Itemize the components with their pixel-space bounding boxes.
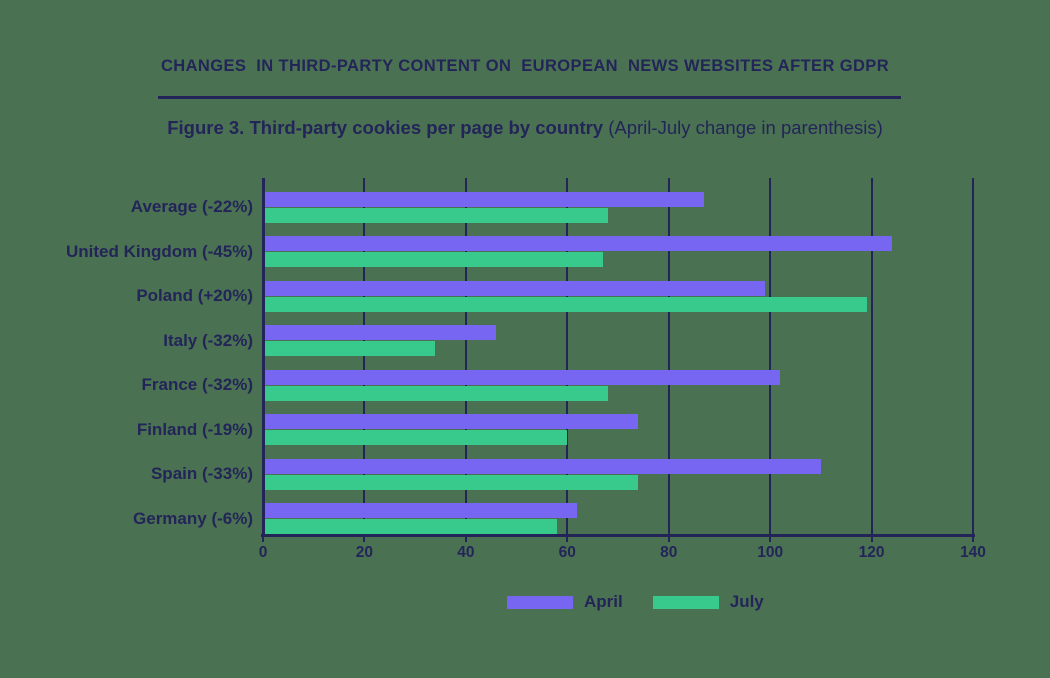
category-label: Finland (-19%) xyxy=(0,401,263,446)
gridline-100 xyxy=(769,178,772,534)
tick-60 xyxy=(566,537,569,542)
bar-july-finland-19 xyxy=(263,430,568,445)
category-label-text: Finland (-19%) xyxy=(136,419,253,439)
bar-april-italy-32 xyxy=(263,325,497,340)
page-title: CHANGES IN THIRD-PARTY CONTENT ON EUROPE… xyxy=(160,57,890,75)
figure-caption-bold: Figure 3. Third-party cookies per page b… xyxy=(167,117,604,138)
bar-group xyxy=(263,401,973,445)
x-tick-label-80: 80 xyxy=(660,544,678,561)
x-axis-line xyxy=(261,534,975,537)
chart-row-spain-33: Spain (-33%) xyxy=(0,445,973,490)
bar-chart: Average (-22%) United Kingdom (-45%) Polan… xyxy=(66,178,986,561)
bar-july-italy-32 xyxy=(263,341,436,356)
bar-july-poland-20 xyxy=(263,296,867,312)
chart-row-poland-20: Poland (+20%) xyxy=(0,267,973,312)
chart-legend: April July xyxy=(507,592,794,612)
category-label: Italy (-32%) xyxy=(0,312,263,357)
bar-group xyxy=(263,445,973,490)
bar-group xyxy=(263,178,973,223)
bar-group xyxy=(263,223,973,267)
x-tick-label-40: 40 xyxy=(457,544,475,561)
category-label: Spain (-33%) xyxy=(0,445,263,490)
bar-april-germany-6 xyxy=(263,503,578,518)
x-tick-label-120: 120 xyxy=(858,544,885,561)
tick-0 xyxy=(262,537,264,542)
tick-80 xyxy=(667,537,670,542)
x-tick-label-0: 0 xyxy=(258,544,268,561)
category-label-text: United Kingdom (-45%) xyxy=(66,241,253,261)
bar-group xyxy=(263,356,973,401)
bar-april-united-kingdom-45 xyxy=(263,236,892,251)
bar-group xyxy=(263,312,973,356)
gridline-140 xyxy=(972,178,974,534)
tick-120 xyxy=(870,537,873,542)
bar-july-average-22 xyxy=(263,207,608,223)
category-label: Poland (+20%) xyxy=(0,267,263,312)
legend-swatch-april xyxy=(507,595,573,609)
bar-july-united-kingdom-45 xyxy=(263,252,603,267)
chart-rows: Average (-22%) United Kingdom (-45%) Polan… xyxy=(0,178,973,534)
chart-row-france-32: France (-32%) xyxy=(0,356,973,401)
category-label: Germany (-6%) xyxy=(0,490,263,535)
x-tick-label-100: 100 xyxy=(757,544,784,561)
bar-july-spain-33 xyxy=(263,474,639,490)
tick-100 xyxy=(769,537,772,542)
figure-caption: Figure 3. Third-party cookies per page b… xyxy=(0,117,1050,139)
bar-group xyxy=(263,490,973,534)
category-label-text: Average (-22%) xyxy=(130,197,253,216)
x-tick-label-60: 60 xyxy=(558,544,576,561)
bar-july-france-32 xyxy=(263,385,608,401)
legend-label-april: April xyxy=(584,592,623,611)
bar-april-finland-19 xyxy=(263,414,639,429)
bar-april-poland-20 xyxy=(263,280,766,296)
tick-20 xyxy=(363,537,366,542)
bar-group xyxy=(263,267,973,312)
gridline-40 xyxy=(464,178,467,534)
category-label: Average (-22%) xyxy=(0,178,263,223)
figure-caption-note: (April-July change in parenthesis) xyxy=(603,117,883,138)
tick-40 xyxy=(464,537,467,542)
tick-140 xyxy=(972,537,974,542)
gridline-60 xyxy=(566,178,569,534)
bar-april-france-32 xyxy=(263,369,781,385)
category-label: France (-32%) xyxy=(0,356,263,401)
category-label-text: France (-32%) xyxy=(141,375,253,394)
chart-row-united-kingdom-45: United Kingdom (-45%) xyxy=(0,223,973,268)
legend-swatch-july xyxy=(652,595,719,609)
category-label-text: Poland (+20%) xyxy=(136,286,253,305)
gridline-120 xyxy=(870,178,873,534)
gridline-20 xyxy=(363,178,366,534)
chart-row-average-22: Average (-22%) xyxy=(0,178,973,223)
gridline-80 xyxy=(667,178,670,534)
chart-row-finland-19: Finland (-19%) xyxy=(0,401,973,446)
y-axis-line xyxy=(262,178,265,537)
bar-july-germany-6 xyxy=(263,519,558,534)
category-label-text: Spain (-33%) xyxy=(150,464,253,483)
category-label: United Kingdom (-45%) xyxy=(0,223,263,268)
category-label-text: Italy (-32%) xyxy=(163,330,253,350)
x-tick-label-140: 140 xyxy=(960,544,986,561)
category-label-text: Germany (-6%) xyxy=(133,508,253,528)
bar-april-average-22 xyxy=(263,191,705,207)
bar-april-spain-33 xyxy=(263,458,821,474)
chart-row-italy-32: Italy (-32%) xyxy=(0,312,973,357)
x-tick-label-20: 20 xyxy=(355,544,374,561)
chart-row-germany-6: Germany (-6%) xyxy=(0,490,973,535)
header-divider xyxy=(158,96,901,99)
legend-label-july: July xyxy=(729,592,764,611)
